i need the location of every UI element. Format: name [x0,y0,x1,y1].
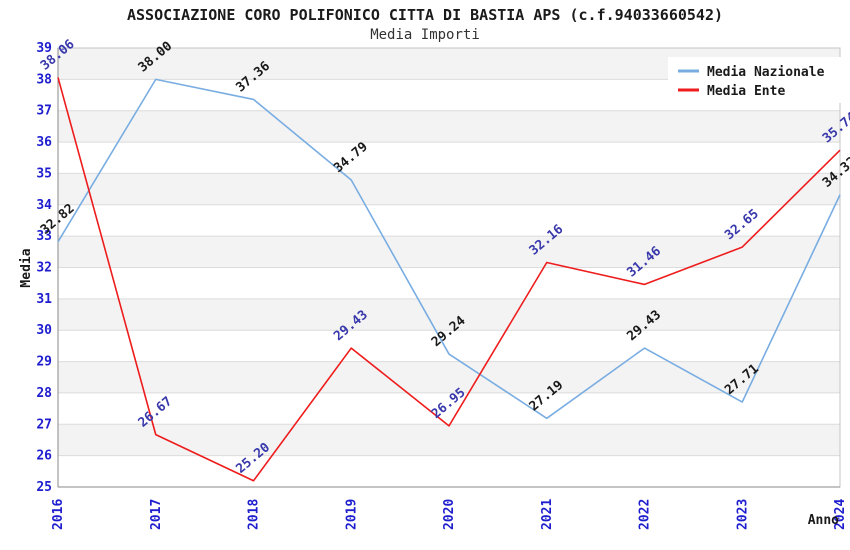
chart-title: ASSOCIAZIONE CORO POLIFONICO CITTA DI BA… [126,6,724,24]
y-tick-label: 31 [36,292,52,307]
point-label: 34.79 [331,139,371,176]
series-line-media-nazionale [57,78,841,420]
grid-band [58,110,840,143]
x-tick-label: 2018 [247,499,262,530]
chart-subtitle: Media Importi [370,27,480,43]
y-tick-label: 29 [36,355,52,370]
y-tick-label: 34 [36,198,52,213]
x-tick-label: 2023 [735,499,750,530]
y-tick-label: 28 [36,386,52,401]
grid-band [58,424,840,456]
x-tick-label: 2020 [442,499,457,530]
y-tick-label: 38 [36,72,52,87]
y-tick-label: 32 [36,261,52,276]
legend-box [668,57,846,103]
x-tick-label: 2024 [833,499,848,530]
y-tick-label: 36 [36,135,52,150]
y-tick-label: 26 [36,449,52,464]
y-tick-label: 37 [36,104,52,119]
grid-band [58,173,840,205]
y-tick-label: 30 [36,323,52,338]
y-axis-title: Media [19,248,34,287]
legend-label: Media Ente [707,84,785,99]
x-tick-label: 2022 [638,499,653,530]
point-label: 34.32 [820,154,850,191]
grid-band [58,361,840,393]
grid-band [58,236,840,268]
x-tick-label: 2017 [149,499,164,530]
y-tick-label: 27 [36,417,52,432]
y-tick-label: 33 [36,229,52,244]
x-tick-label: 2016 [51,499,66,530]
x-tick-label: 2019 [344,499,359,530]
grid-band [58,298,840,331]
legend-label: Media Nazionale [707,65,825,80]
x-axis-title: Anno [808,513,839,528]
x-tick-label: 2021 [540,499,555,530]
y-tick-label: 39 [36,41,52,56]
y-tick-label: 25 [36,480,52,495]
series-line-media-ente [57,77,841,482]
y-tick-label: 35 [36,166,52,181]
